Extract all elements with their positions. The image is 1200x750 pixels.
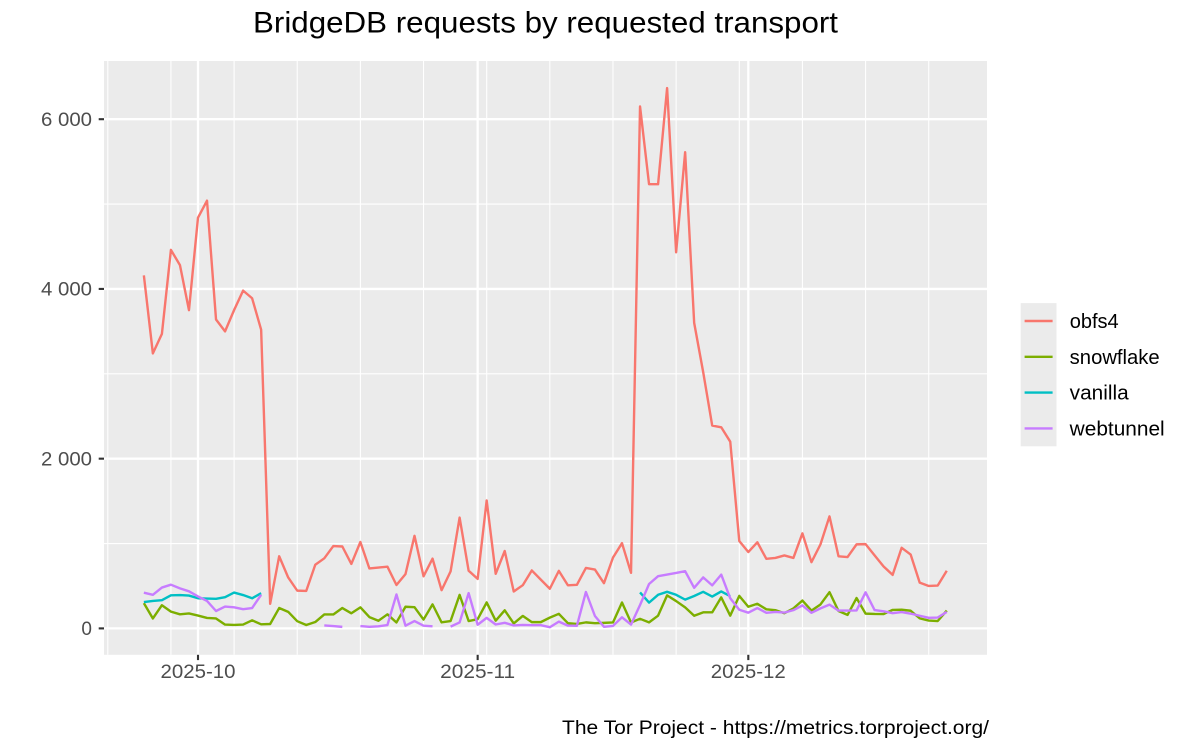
svg-text:2025-10: 2025-10 <box>161 662 236 683</box>
svg-text:2 000: 2 000 <box>41 449 92 470</box>
svg-text:0: 0 <box>81 619 92 640</box>
svg-text:snowflake: snowflake <box>1070 347 1160 369</box>
svg-text:4 000: 4 000 <box>41 280 92 301</box>
svg-text:2025-11: 2025-11 <box>440 662 515 683</box>
svg-text:The Tor Project - https://metr: The Tor Project - https://metrics.torpro… <box>562 718 990 739</box>
svg-text:BridgeDB requests by requested: BridgeDB requests by requested transport <box>253 7 838 40</box>
svg-text:2025-12: 2025-12 <box>711 662 786 683</box>
svg-text:obfs4: obfs4 <box>1070 311 1119 333</box>
svg-text:vanilla: vanilla <box>1070 383 1130 405</box>
svg-text:webtunnel: webtunnel <box>1069 418 1165 440</box>
svg-text:6 000: 6 000 <box>41 110 92 131</box>
